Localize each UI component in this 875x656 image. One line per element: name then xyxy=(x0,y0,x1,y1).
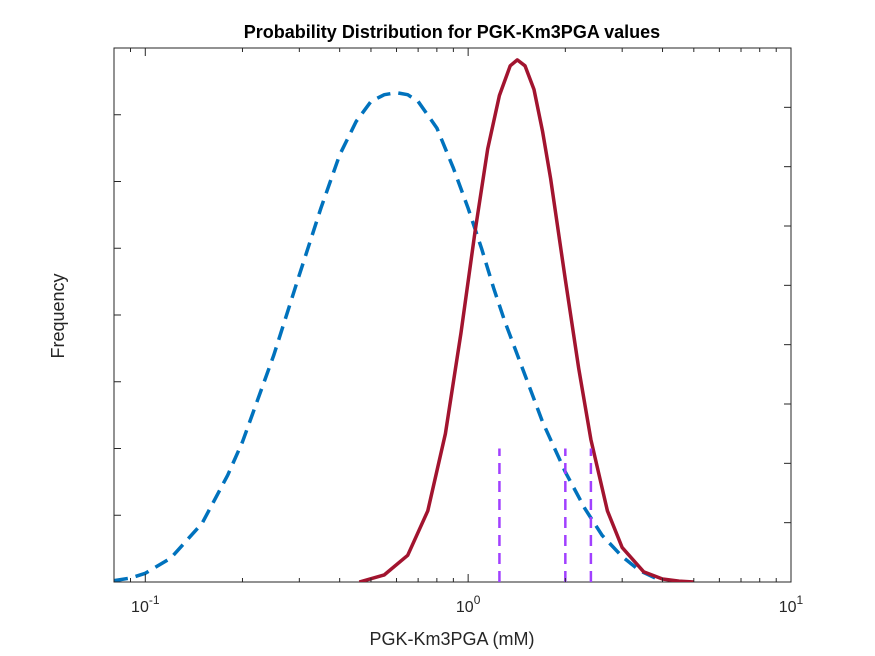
x-tick-label-base: 10 xyxy=(779,599,797,616)
axes-box xyxy=(113,47,792,583)
x-tick-label-exponent: -1 xyxy=(149,593,160,607)
right-y-axis xyxy=(784,47,791,583)
plot-area xyxy=(113,47,792,583)
x-axis: 10-1 100 101 xyxy=(113,48,804,616)
chart-title: Probability Distribution for PGK-Km3PGA … xyxy=(244,22,660,42)
x-tick-label: 100 xyxy=(456,593,481,616)
x-tick-label: 10-1 xyxy=(131,593,160,616)
x-tick-label-exponent: 1 xyxy=(797,593,804,607)
x-axis-label: PGK-Km3PGA (mM) xyxy=(369,629,534,649)
left-y-axis xyxy=(114,47,121,583)
x-tick-label-exponent: 0 xyxy=(474,593,481,607)
y-axis-label: Frequency xyxy=(48,273,68,358)
series-line-2 xyxy=(358,58,694,582)
series-group xyxy=(114,58,694,582)
x-tick-label: 101 xyxy=(779,593,804,616)
x-tick-label-base: 10 xyxy=(456,599,474,616)
x-tick-label-base: 10 xyxy=(131,599,149,616)
